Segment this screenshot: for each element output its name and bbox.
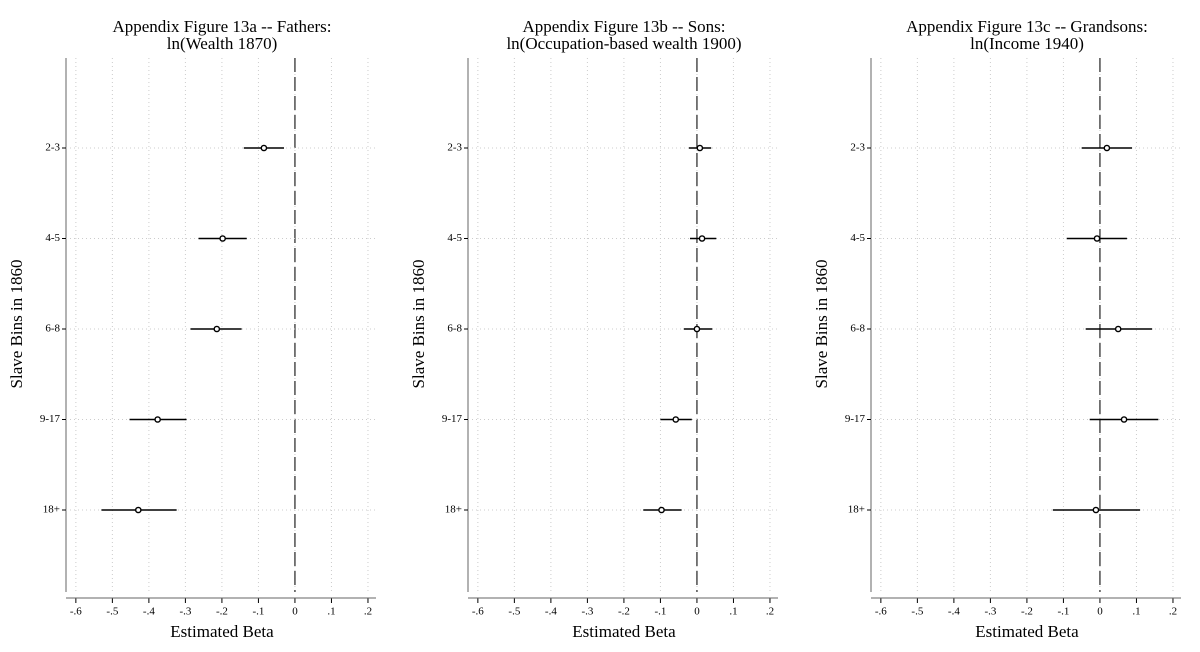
- x-tick-label: -.4: [143, 606, 155, 618]
- x-tick-label: -.1: [1057, 606, 1069, 618]
- chart-title: ln(Wealth 1870): [167, 34, 278, 53]
- y-axis-label: Slave Bins in 1860: [409, 260, 428, 389]
- y-tick-label: 4-5: [850, 232, 865, 244]
- x-tick-label: -.4: [545, 606, 557, 618]
- x-tick-label: -.2: [216, 606, 228, 618]
- chart-title: ln(Occupation-based wealth 1900): [506, 34, 741, 53]
- x-tick-label: .2: [1169, 606, 1177, 618]
- chart-title: Appendix Figure 13a -- Fathers:: [112, 17, 331, 36]
- x-tick-label: -.3: [179, 606, 191, 618]
- x-tick-label: -.6: [472, 606, 484, 618]
- point-estimate: [213, 325, 221, 333]
- y-tick-label: 4-5: [447, 232, 462, 244]
- y-axis-label: Slave Bins in 1860: [812, 260, 831, 389]
- x-tick-label: .2: [364, 606, 372, 618]
- y-tick-label: 6-8: [850, 323, 865, 335]
- y-tick-label: 2-3: [447, 142, 462, 154]
- x-tick-label: -.4: [948, 606, 960, 618]
- y-tick-label: 9-17: [40, 413, 61, 425]
- point-estimate: [1092, 506, 1100, 514]
- x-tick-label: .1: [729, 606, 737, 618]
- point-estimate: [1093, 235, 1101, 242]
- chart-title: Appendix Figure 13b -- Sons:: [522, 17, 725, 36]
- point-estimate: [658, 506, 665, 514]
- point-estimate: [1114, 325, 1122, 333]
- chart-title: ln(Income 1940): [970, 34, 1084, 53]
- x-axis-label: Estimated Beta: [975, 622, 1079, 641]
- point-estimate: [696, 144, 704, 152]
- x-tick-label: -.5: [911, 606, 923, 618]
- x-tick-label: -.2: [618, 606, 630, 618]
- x-axis-label: Estimated Beta: [572, 622, 676, 641]
- x-tick-label: .2: [766, 606, 774, 618]
- x-tick-label: 0: [292, 606, 298, 618]
- point-estimate: [693, 325, 701, 333]
- x-tick-label: -.1: [252, 606, 264, 618]
- x-tick-label: .1: [1132, 606, 1140, 618]
- point-estimate: [260, 144, 268, 152]
- chart-title: Appendix Figure 13c -- Grandsons:: [906, 17, 1148, 36]
- y-tick-label: 2-3: [45, 142, 60, 154]
- point-estimate: [1103, 144, 1111, 152]
- x-tick-label: -.3: [581, 606, 593, 618]
- y-tick-label: 18+: [43, 504, 60, 516]
- x-tick-label: -.6: [70, 606, 82, 618]
- y-tick-label: 6-8: [447, 323, 462, 335]
- point-estimate: [672, 416, 680, 423]
- x-tick-label: 0: [694, 606, 700, 618]
- y-tick-label: 4-5: [45, 232, 60, 244]
- y-tick-label: 18+: [848, 504, 865, 516]
- point-estimate: [154, 416, 161, 423]
- x-tick-label: -.2: [1021, 606, 1033, 618]
- point-estimate: [219, 235, 226, 242]
- y-tick-label: 9-17: [845, 413, 866, 425]
- x-axis-label: Estimated Beta: [170, 622, 274, 641]
- y-tick-label: 2-3: [850, 142, 865, 154]
- y-tick-label: 6-8: [45, 323, 60, 335]
- y-tick-label: 18+: [445, 504, 462, 516]
- point-estimate: [698, 235, 706, 242]
- x-tick-label: .1: [327, 606, 335, 618]
- x-tick-label: -.5: [106, 606, 118, 618]
- point-estimate: [1120, 416, 1128, 423]
- x-tick-label: -.6: [875, 606, 887, 618]
- y-tick-label: 9-17: [442, 413, 463, 425]
- x-tick-label: -.5: [508, 606, 520, 618]
- x-tick-label: 0: [1097, 606, 1103, 618]
- x-tick-label: -.3: [984, 606, 996, 618]
- y-axis-label: Slave Bins in 1860: [7, 260, 26, 389]
- point-estimate: [134, 506, 142, 514]
- x-tick-label: -.1: [654, 606, 666, 618]
